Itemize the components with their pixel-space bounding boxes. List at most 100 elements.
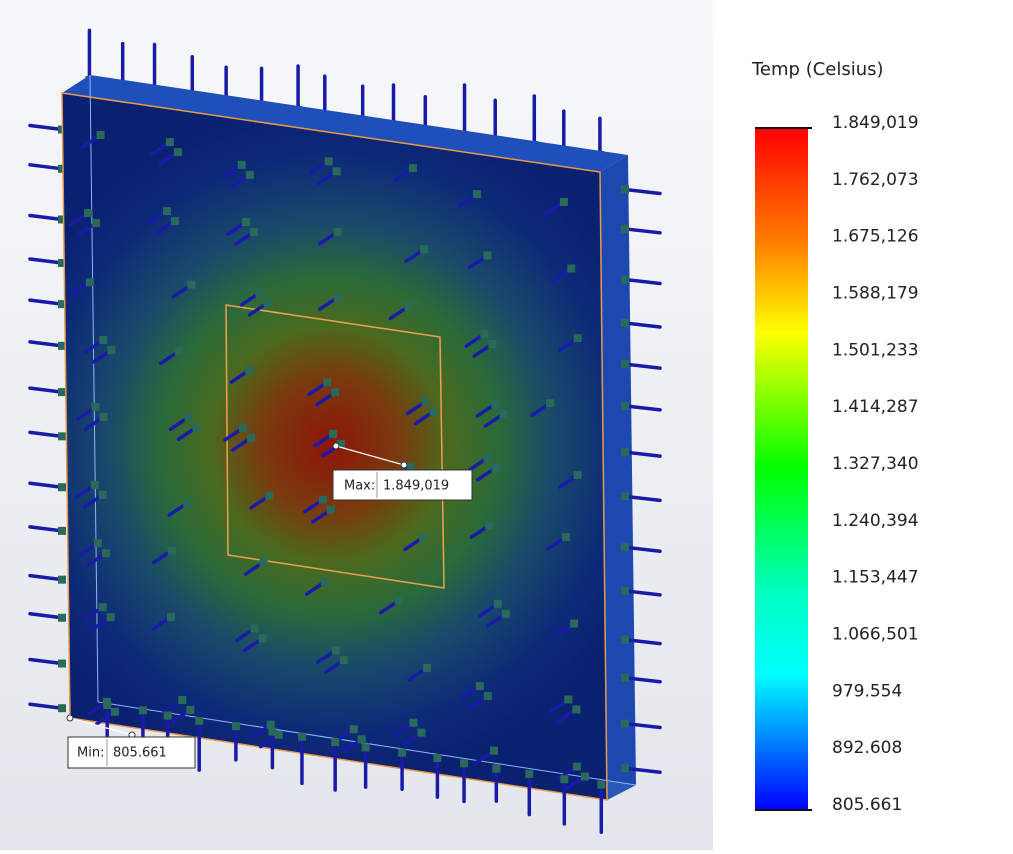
arrow-head: [263, 299, 271, 307]
arrow-head: [58, 388, 66, 396]
arrow-head: [621, 360, 629, 368]
arrow-head: [572, 705, 580, 713]
legend-label: 1.327,340: [832, 454, 919, 474]
arrow-head: [480, 330, 488, 338]
arrow-head: [398, 749, 406, 757]
arrow-head: [621, 543, 629, 551]
arrow-head: [319, 496, 327, 504]
arrow-head: [476, 682, 484, 690]
max-anchor: [401, 462, 407, 468]
arrow-head: [621, 225, 629, 233]
arrow-head: [102, 549, 110, 557]
arrow-head: [430, 407, 438, 415]
arrow-head: [259, 634, 267, 642]
arrow-head: [58, 660, 66, 668]
min-value: 805.661: [113, 746, 167, 761]
arrow-head: [325, 157, 333, 165]
arrow-head: [488, 340, 496, 348]
arrow-head: [409, 164, 417, 172]
max-label: Max:: [344, 479, 375, 494]
arrow-head: [621, 275, 629, 283]
arrow-head: [232, 722, 240, 730]
arrow-head: [86, 278, 94, 286]
arrow-head: [107, 613, 115, 621]
arrow-head: [298, 733, 306, 741]
arrow-head: [484, 454, 492, 462]
arrow-head: [560, 775, 568, 783]
arrow-head: [92, 219, 100, 227]
arrow-head: [268, 728, 276, 736]
arrow-head: [99, 336, 107, 344]
arrow-head: [267, 721, 275, 729]
arrow-head: [265, 492, 273, 500]
arrow-head: [245, 366, 253, 374]
arrow-head: [562, 533, 570, 541]
arrow-head: [525, 770, 533, 778]
arrow-head: [334, 228, 342, 236]
arrow-head: [167, 613, 175, 621]
arrow-head: [250, 228, 258, 236]
arrow-head: [422, 397, 430, 405]
arrow-head: [58, 527, 66, 535]
arrow-head: [99, 491, 107, 499]
arrow-head: [97, 131, 105, 139]
arrow-head: [362, 743, 370, 751]
arrow-head: [84, 209, 92, 217]
arrow-head: [621, 636, 629, 644]
arrow-head: [163, 207, 171, 215]
arrow-head: [58, 576, 66, 584]
arrow-head: [331, 738, 339, 746]
min-point: [67, 715, 73, 721]
arrow-head: [164, 712, 172, 720]
arrow-head: [323, 378, 331, 386]
legend-label: 1.153,447: [832, 568, 919, 588]
arrow-head: [433, 754, 441, 762]
arrow-head: [178, 696, 186, 704]
arrow-head: [94, 539, 102, 547]
arrow-head: [573, 763, 581, 771]
viewport: Max: 1.849,019 Min: 805.661 Temp (Celsiu…: [0, 0, 1013, 850]
arrow-head: [99, 603, 107, 611]
arrow-head: [621, 185, 629, 193]
arrow-head: [621, 319, 629, 327]
legend-label: 1.849,019: [832, 113, 919, 133]
arrow-head: [139, 706, 147, 714]
legend-label: 1.588,179: [832, 284, 919, 304]
arrow-head: [340, 656, 348, 664]
arrow-head: [395, 597, 403, 605]
arrow-head: [329, 430, 337, 438]
arrow-head: [546, 399, 554, 407]
arrow-head: [175, 347, 183, 355]
arrow-head: [485, 521, 493, 529]
arrow-head: [321, 578, 329, 586]
arrow-head: [331, 388, 339, 396]
arrow-head: [560, 198, 568, 206]
arrow-head: [483, 252, 491, 260]
arrow-head: [621, 674, 629, 682]
legend-label: 1.675,126: [832, 227, 919, 247]
arrow-head: [494, 600, 502, 608]
arrow-head: [187, 281, 195, 289]
arrow-head: [255, 289, 263, 297]
arrow-head: [581, 773, 589, 781]
arrow-head: [100, 413, 108, 421]
max-value: 1.849,019: [383, 479, 449, 494]
arrow-head: [332, 646, 340, 654]
arrow-head: [420, 245, 428, 253]
arrow-head: [350, 725, 358, 733]
arrow-head: [58, 614, 66, 622]
arrow-head: [183, 499, 191, 507]
arrow-head: [251, 624, 259, 632]
arrow-head: [103, 701, 111, 709]
arrow-head: [334, 293, 342, 301]
arrow-head: [417, 729, 425, 737]
arrow-head: [184, 413, 192, 421]
arrow-head: [186, 706, 194, 714]
arrow-head: [621, 448, 629, 456]
arrow-head: [409, 719, 417, 727]
arrow-head: [192, 423, 200, 431]
legend-label: 1.414,287: [832, 397, 919, 417]
arrow-head: [492, 464, 500, 472]
arrow-head: [92, 403, 100, 411]
arrow-head: [502, 610, 510, 618]
